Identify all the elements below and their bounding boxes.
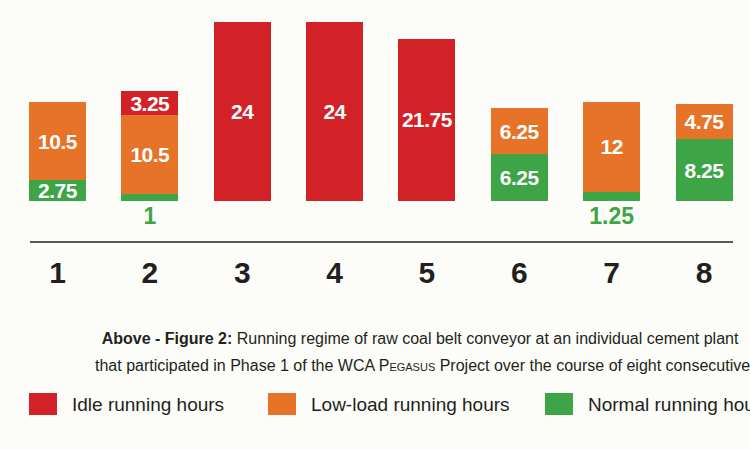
low-load-running-hours-segment: 4.75 [676, 104, 733, 139]
x-axis-tick-label: 4 [306, 258, 363, 288]
low-load-running-hours-segment: 6.25 [491, 108, 548, 155]
segment-value-label: 24 [323, 101, 345, 122]
stacked-bar-day-7: 12 [583, 102, 640, 201]
low-load-running-hours-segment: 12 [583, 102, 640, 192]
stacked-bar-day-5: 21.75 [398, 39, 455, 201]
normal-running-hours-segment: 2.75 [29, 180, 86, 201]
segment-value-label-below: 1.25 [583, 205, 640, 228]
legend-swatch-icon [545, 393, 573, 415]
legend-swatch-icon [268, 393, 296, 415]
caption-pegasus-word: Pegasus [379, 357, 436, 374]
normal-running-hours-segment [583, 192, 640, 201]
normal-running-hours-segment: 6.25 [491, 154, 548, 201]
caption-line-1: Above - Figure 2: Running regime of raw … [95, 325, 745, 352]
legend-item-label: Low-load running hours [311, 395, 510, 414]
idle-running-hours-segment: 21.75 [398, 39, 455, 201]
figure-caption: Above - Figure 2: Running regime of raw … [95, 325, 745, 379]
segment-value-label: 6.25 [500, 121, 539, 142]
legend-item-label: Idle running hours [72, 395, 224, 414]
normal-running-hours-segment: 8.25 [676, 139, 733, 201]
stacked-bar-day-1: 10.5 2.75 [29, 102, 86, 201]
stacked-bar-day-6: 6.25 6.25 [491, 108, 548, 201]
caption-line2-text-before: that participated in Phase 1 of the WCA [95, 357, 379, 374]
stacked-bar-day-8: 4.75 8.25 [676, 104, 733, 201]
idle-running-hours-segment: 24 [306, 22, 363, 201]
x-axis-tick-label: 1 [29, 258, 86, 288]
x-axis-tick-label: 6 [491, 258, 548, 288]
legend-item-low-load-running-hours: Low-load running hours [268, 393, 510, 415]
legend-item-idle-running-hours: Idle running hours [29, 393, 224, 415]
normal-running-hours-segment [121, 194, 178, 201]
segment-value-label-below: 1 [121, 205, 178, 228]
segment-value-label: 21.75 [402, 109, 452, 130]
segment-value-label: 24 [231, 101, 253, 122]
segment-value-label: 12 [600, 136, 622, 157]
x-axis-tick-label: 5 [398, 258, 455, 288]
segment-value-label: 8.25 [685, 160, 724, 181]
caption-line1-text: Running regime of raw coal belt conveyor… [232, 330, 738, 347]
low-load-running-hours-segment: 10.5 [121, 115, 178, 193]
idle-running-hours-segment: 24 [214, 22, 271, 201]
caption-line-2: that participated in Phase 1 of the WCA … [95, 352, 745, 379]
caption-bold-prefix: Above - Figure 2: [102, 330, 233, 347]
caption-line2-text-after: Project over the course of eight consecu… [435, 357, 750, 374]
segment-value-label: 6.25 [500, 167, 539, 188]
x-axis-tick-label: 3 [214, 258, 271, 288]
segment-value-label: 4.75 [685, 111, 724, 132]
legend-item-label: Normal running hours [588, 395, 750, 414]
x-axis-tick-label: 8 [676, 258, 733, 288]
stacked-bar-day-3: 24 [214, 22, 271, 201]
x-axis-line [30, 241, 733, 243]
idle-running-hours-segment: 3.25 [121, 91, 178, 115]
legend-item-normal-running-hours: Normal running hours [545, 393, 750, 415]
legend-swatch-icon [29, 393, 57, 415]
x-axis-tick-label: 7 [583, 258, 640, 288]
stacked-bar-day-4: 24 [306, 22, 363, 201]
x-axis-tick-label: 2 [121, 258, 178, 288]
segment-value-label: 10.5 [38, 131, 77, 152]
stacked-bar-day-2: 3.25 10.5 [121, 91, 178, 201]
segment-value-label: 10.5 [130, 144, 169, 165]
segment-value-label: 3.25 [130, 93, 169, 114]
stacked-bar-chart: 10.52.7513.2510.51224324421.7556.256.256… [0, 0, 750, 300]
low-load-running-hours-segment: 10.5 [29, 102, 86, 180]
segment-value-label: 2.75 [38, 180, 77, 201]
